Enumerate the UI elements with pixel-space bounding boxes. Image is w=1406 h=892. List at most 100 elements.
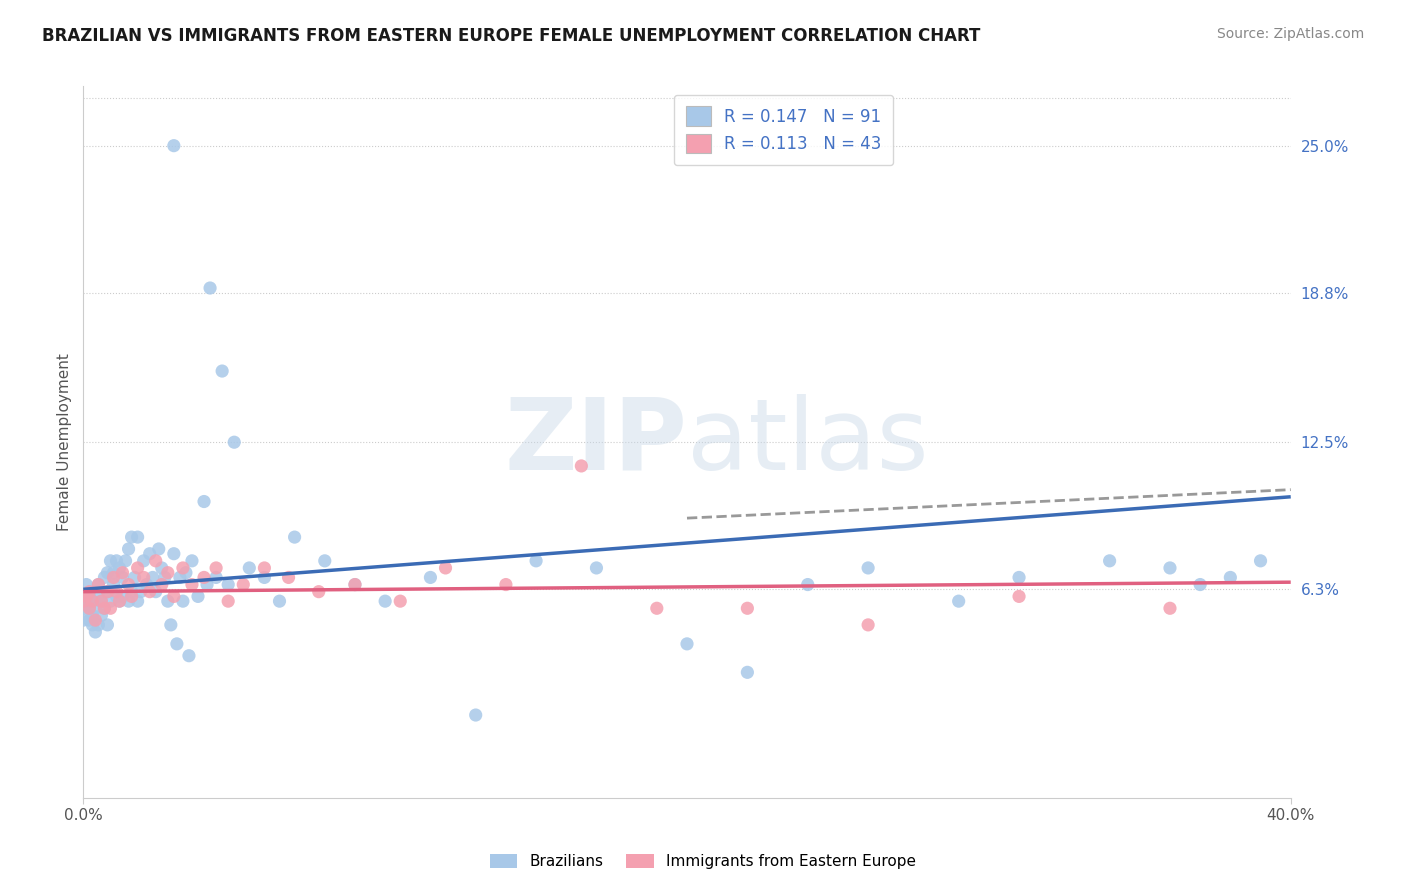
Point <box>193 494 215 508</box>
Point <box>87 590 110 604</box>
Point <box>163 138 186 153</box>
Point <box>111 590 134 604</box>
Point <box>160 618 183 632</box>
Point <box>1250 554 1272 568</box>
Point <box>82 594 104 608</box>
Point <box>127 594 149 608</box>
Point <box>224 435 246 450</box>
Point <box>389 594 412 608</box>
Point <box>314 554 336 568</box>
Point <box>79 590 101 604</box>
Point <box>108 594 131 608</box>
Point <box>145 554 167 568</box>
Point <box>1159 561 1181 575</box>
Point <box>277 570 299 584</box>
Point <box>72 601 94 615</box>
Point <box>343 577 366 591</box>
Point <box>96 584 118 599</box>
Point <box>737 601 759 615</box>
Point <box>172 561 194 575</box>
Point <box>132 554 155 568</box>
Point <box>181 554 204 568</box>
Point <box>93 601 115 615</box>
Point <box>87 618 110 632</box>
Point <box>232 577 254 591</box>
Point <box>103 566 125 580</box>
Point <box>156 566 179 580</box>
Point <box>138 547 160 561</box>
Point <box>187 590 209 604</box>
Point <box>84 625 107 640</box>
Point <box>117 594 139 608</box>
Point <box>135 577 157 591</box>
Point <box>1159 601 1181 615</box>
Point <box>181 577 204 591</box>
Point <box>495 577 517 591</box>
Y-axis label: Female Unemployment: Female Unemployment <box>58 353 72 531</box>
Point <box>211 364 233 378</box>
Point <box>284 530 307 544</box>
Point <box>82 594 104 608</box>
Point <box>84 601 107 615</box>
Point <box>205 561 228 575</box>
Point <box>419 570 441 584</box>
Point <box>72 613 94 627</box>
Point <box>105 584 128 599</box>
Point <box>145 584 167 599</box>
Point <box>72 594 94 608</box>
Point <box>195 577 218 591</box>
Point <box>87 577 110 591</box>
Point <box>308 584 330 599</box>
Point <box>127 561 149 575</box>
Point <box>82 608 104 623</box>
Text: ZIP: ZIP <box>505 393 688 491</box>
Point <box>585 561 607 575</box>
Point <box>105 590 128 604</box>
Point <box>90 608 112 623</box>
Text: atlas: atlas <box>688 393 928 491</box>
Point <box>132 570 155 584</box>
Point <box>108 594 131 608</box>
Point <box>79 584 101 599</box>
Legend: R = 0.147   N = 91, R = 0.113   N = 43: R = 0.147 N = 91, R = 0.113 N = 43 <box>673 95 893 165</box>
Point <box>121 584 143 599</box>
Point <box>117 541 139 556</box>
Point <box>1098 554 1121 568</box>
Point <box>105 554 128 568</box>
Point <box>129 584 152 599</box>
Point <box>90 594 112 608</box>
Point <box>464 708 486 723</box>
Point <box>163 547 186 561</box>
Point <box>172 594 194 608</box>
Point <box>150 577 173 591</box>
Point <box>676 637 699 651</box>
Point <box>948 594 970 608</box>
Point <box>1189 577 1212 591</box>
Text: BRAZILIAN VS IMMIGRANTS FROM EASTERN EUROPE FEMALE UNEMPLOYMENT CORRELATION CHAR: BRAZILIAN VS IMMIGRANTS FROM EASTERN EUR… <box>42 27 980 45</box>
Point <box>108 561 131 575</box>
Point <box>569 458 592 473</box>
Point <box>217 577 239 591</box>
Point <box>96 566 118 580</box>
Point <box>103 577 125 591</box>
Point <box>856 561 879 575</box>
Point <box>121 590 143 604</box>
Point <box>75 590 97 604</box>
Text: Source: ZipAtlas.com: Source: ZipAtlas.com <box>1216 27 1364 41</box>
Point <box>96 584 118 599</box>
Point <box>163 590 186 604</box>
Point <box>524 554 547 568</box>
Point <box>100 554 122 568</box>
Point <box>79 601 101 615</box>
Point <box>93 601 115 615</box>
Point <box>198 281 221 295</box>
Point <box>169 570 191 584</box>
Point <box>156 594 179 608</box>
Point <box>75 594 97 608</box>
Point <box>87 577 110 591</box>
Point <box>174 566 197 580</box>
Point <box>374 594 396 608</box>
Point <box>253 561 276 575</box>
Point <box>737 665 759 680</box>
Point <box>75 590 97 604</box>
